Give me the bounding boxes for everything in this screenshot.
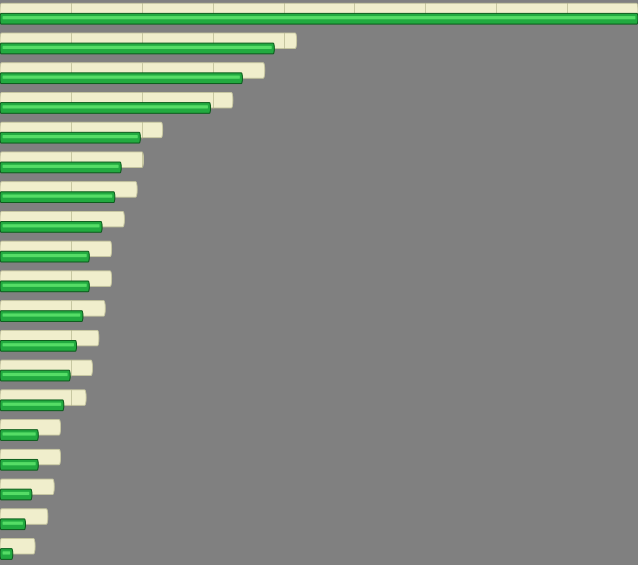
FancyBboxPatch shape xyxy=(0,152,144,167)
FancyBboxPatch shape xyxy=(0,221,102,232)
FancyBboxPatch shape xyxy=(3,551,10,554)
FancyBboxPatch shape xyxy=(0,370,70,381)
FancyBboxPatch shape xyxy=(3,105,208,108)
FancyBboxPatch shape xyxy=(0,3,638,19)
FancyBboxPatch shape xyxy=(0,281,89,292)
FancyBboxPatch shape xyxy=(0,331,99,346)
FancyBboxPatch shape xyxy=(3,492,29,495)
FancyBboxPatch shape xyxy=(0,449,61,465)
FancyBboxPatch shape xyxy=(3,403,61,406)
FancyBboxPatch shape xyxy=(3,194,112,198)
FancyBboxPatch shape xyxy=(3,165,119,168)
FancyBboxPatch shape xyxy=(0,122,163,138)
FancyBboxPatch shape xyxy=(3,432,36,436)
FancyBboxPatch shape xyxy=(0,93,233,108)
FancyBboxPatch shape xyxy=(0,182,137,197)
FancyBboxPatch shape xyxy=(0,489,32,500)
FancyBboxPatch shape xyxy=(0,73,242,84)
FancyBboxPatch shape xyxy=(0,162,121,173)
FancyBboxPatch shape xyxy=(0,538,35,554)
FancyBboxPatch shape xyxy=(0,430,38,440)
FancyBboxPatch shape xyxy=(0,192,115,202)
FancyBboxPatch shape xyxy=(0,241,112,257)
FancyBboxPatch shape xyxy=(3,254,87,257)
FancyBboxPatch shape xyxy=(0,400,64,411)
FancyBboxPatch shape xyxy=(3,284,87,287)
FancyBboxPatch shape xyxy=(0,211,124,227)
FancyBboxPatch shape xyxy=(0,420,61,435)
FancyBboxPatch shape xyxy=(3,224,100,228)
FancyBboxPatch shape xyxy=(0,301,105,316)
FancyBboxPatch shape xyxy=(0,63,265,78)
FancyBboxPatch shape xyxy=(0,390,86,405)
FancyBboxPatch shape xyxy=(3,462,36,466)
FancyBboxPatch shape xyxy=(0,360,93,376)
FancyBboxPatch shape xyxy=(0,251,89,262)
FancyBboxPatch shape xyxy=(3,76,240,79)
FancyBboxPatch shape xyxy=(0,43,274,54)
FancyBboxPatch shape xyxy=(0,519,26,529)
FancyBboxPatch shape xyxy=(0,132,140,143)
FancyBboxPatch shape xyxy=(3,521,23,525)
FancyBboxPatch shape xyxy=(0,271,112,286)
FancyBboxPatch shape xyxy=(0,549,13,559)
FancyBboxPatch shape xyxy=(0,311,83,321)
FancyBboxPatch shape xyxy=(0,459,38,470)
FancyBboxPatch shape xyxy=(0,33,297,49)
FancyBboxPatch shape xyxy=(3,46,272,49)
FancyBboxPatch shape xyxy=(0,14,638,24)
FancyBboxPatch shape xyxy=(3,314,80,316)
FancyBboxPatch shape xyxy=(0,103,211,114)
FancyBboxPatch shape xyxy=(0,479,54,494)
FancyBboxPatch shape xyxy=(3,373,68,376)
FancyBboxPatch shape xyxy=(3,343,74,346)
FancyBboxPatch shape xyxy=(0,341,77,351)
FancyBboxPatch shape xyxy=(3,135,138,138)
FancyBboxPatch shape xyxy=(3,16,635,19)
FancyBboxPatch shape xyxy=(0,509,48,524)
